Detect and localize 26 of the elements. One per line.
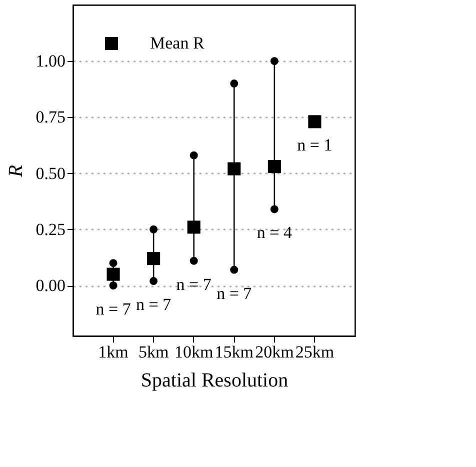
annotation: n = 1 (297, 136, 332, 155)
y-tick-label: 0.50 (36, 164, 66, 183)
x-tick-label: 15km (214, 342, 254, 362)
x-axis-title: Spatial Resolution (140, 370, 288, 392)
y-axis-title: R (4, 164, 27, 178)
x-tick-label: 1km (98, 342, 128, 362)
point (268, 160, 281, 174)
point (106, 268, 120, 281)
annotation: n = 7 (96, 300, 132, 319)
x-tick-label: 5km (138, 342, 169, 362)
point (187, 220, 200, 234)
annotation: n = 7 (216, 284, 252, 303)
point (308, 115, 322, 128)
x-tick-label: 20km (255, 342, 294, 362)
point (147, 252, 160, 266)
x-tick-label: 10km (174, 342, 214, 362)
y-tick-label: 0.25 (36, 220, 66, 239)
y-tick-label: 1.00 (36, 52, 66, 71)
legend-label: Mean R (150, 34, 205, 52)
y-tick-label: 0.75 (36, 108, 66, 127)
x-tick-label: 25km (295, 342, 334, 362)
point (228, 162, 241, 176)
annotation: n = 7 (136, 295, 172, 314)
annotation: n = 4 (256, 223, 292, 242)
y-tick-label: 0.00 (36, 276, 66, 296)
annotation: n = 7 (176, 274, 212, 294)
